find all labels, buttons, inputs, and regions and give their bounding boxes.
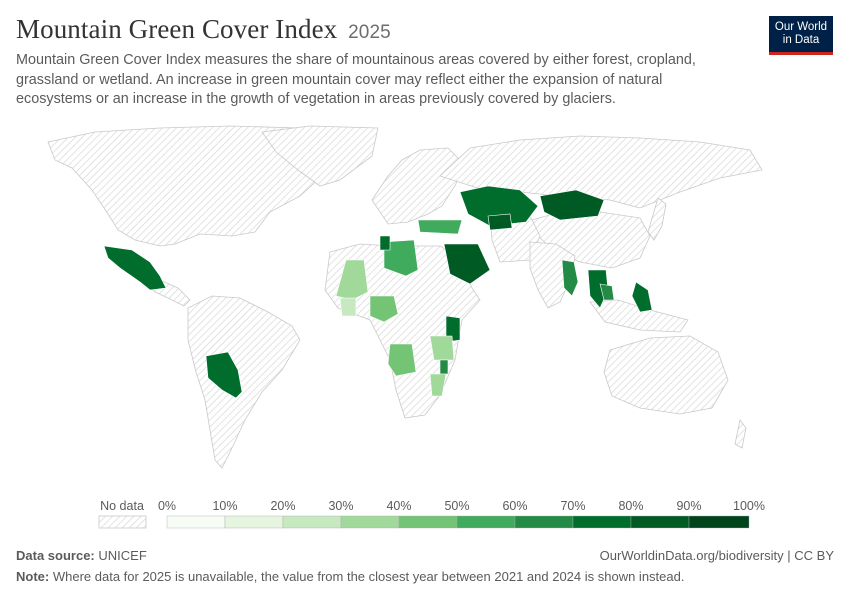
country-kenya: Kenya: 72% — [445, 315, 461, 343]
russia-shape — [439, 135, 763, 209]
country-saudi-arabia: Saudi Arabia: 82% — [443, 243, 491, 285]
legend-tick-6: 60% — [502, 499, 527, 513]
legend-bin-6 — [514, 515, 574, 529]
country-mongolia: Mongolia: 82% — [539, 189, 605, 221]
north-america-shape — [47, 125, 339, 247]
country-nigeria: Nigeria: 42% — [369, 295, 399, 323]
legend-no-data-swatch — [98, 515, 147, 529]
australia-shape — [603, 335, 729, 415]
legend-tick-8: 80% — [618, 499, 643, 513]
title-year: 2025 — [348, 22, 391, 43]
country-kyrgyzstan: Kyrgyzstan: 85% — [487, 213, 513, 231]
country-mali: Mali: 32% — [335, 259, 369, 301]
legend-no-data-label: No data — [100, 499, 144, 513]
legend-bin-0 — [166, 515, 226, 529]
country-bolivia: Bolivia: 72% — [205, 351, 243, 399]
legend-bin-2 — [282, 515, 342, 529]
color-legend: No data 0% 10% 20% 30% 40% 50% 60% 70% 8… — [98, 499, 765, 529]
data-countries[interactable]: Mexico: 78% Bolivia: 72% Libya: 55% Mali… — [103, 185, 653, 399]
europe-shape — [371, 147, 461, 225]
legend-bin-3 — [340, 515, 400, 529]
logo-line-1: Our World — [774, 21, 828, 33]
legend-tick-3: 30% — [328, 499, 353, 513]
legend-tick-7: 70% — [560, 499, 585, 513]
chart-note: Note: Where data for 2025 is unavailable… — [16, 569, 684, 584]
country-myanmar: Thailand: 68% — [561, 259, 579, 297]
site-link[interactable]: OurWorldinData.org/biodiversity | CC BY — [599, 548, 834, 563]
legend-tick-4: 40% — [386, 499, 411, 513]
country-tanzania: Tanzania: 35% — [429, 335, 455, 361]
country-philippines: Philippines: 72% — [631, 281, 653, 313]
south-america-shape — [187, 295, 301, 469]
country-burkina-faso: Burkina Faso: 28% — [339, 297, 357, 317]
legend-ticks: 0% 10% 20% 30% 40% 50% 60% 70% 80% 90% 1… — [158, 499, 765, 513]
legend-bin-1 — [224, 515, 284, 529]
country-cambodia: Myanmar: 68% — [599, 283, 615, 301]
world-map: Mexico: 78% Bolivia: 72% Libya: 55% Mali… — [47, 125, 763, 469]
greenland-shape — [261, 125, 379, 187]
chart-subtitle: Mountain Green Cover Index measures the … — [16, 52, 696, 107]
legend-bin-4 — [398, 515, 458, 529]
legend-bin-9 — [688, 515, 750, 529]
new-zealand-shape — [734, 419, 747, 449]
data-source-label: Data source: — [16, 548, 95, 563]
data-source: Data source: UNICEF — [16, 548, 147, 563]
legend-tick-0: 0% — [158, 499, 176, 513]
note-text: Where data for 2025 is unavailable, the … — [52, 569, 685, 584]
owid-logo[interactable]: Our World in Data — [769, 16, 833, 55]
legend-tick-10: 100% — [733, 499, 765, 513]
chart-title: Mountain Green Cover Index 2025 — [16, 14, 391, 44]
legend-tick-1: 10% — [212, 499, 237, 513]
country-malawi: Malawi: 60% — [439, 359, 449, 375]
country-libya: Libya: 55% — [383, 239, 419, 277]
logo-line-2: in Data — [782, 34, 820, 46]
legend-tick-9: 90% — [676, 499, 701, 513]
country-mozambique: Mozambique: 38% — [429, 373, 447, 397]
legend-bin-7 — [572, 515, 632, 529]
country-angola: Angola: 45% — [387, 343, 417, 377]
country-kazakhstan: Kazakhstan: 72% — [459, 185, 539, 227]
country-mexico: Mexico: 78% — [103, 245, 167, 291]
legend-bin-5 — [456, 515, 516, 529]
no-data-countries — [47, 125, 763, 469]
india-shape — [529, 241, 576, 309]
legend-tick-2: 20% — [270, 499, 295, 513]
legend-bins — [166, 515, 750, 529]
country-turkey: Turkey: 55% — [417, 219, 463, 235]
japan-shape — [647, 197, 667, 241]
legend-tick-5: 50% — [444, 499, 469, 513]
country-algeria: Algeria: 72% — [379, 235, 391, 251]
note-label: Note: — [16, 569, 50, 584]
data-source-link[interactable]: UNICEF — [98, 548, 147, 563]
legend-bin-8 — [630, 515, 690, 529]
indonesia-shape — [589, 299, 689, 333]
